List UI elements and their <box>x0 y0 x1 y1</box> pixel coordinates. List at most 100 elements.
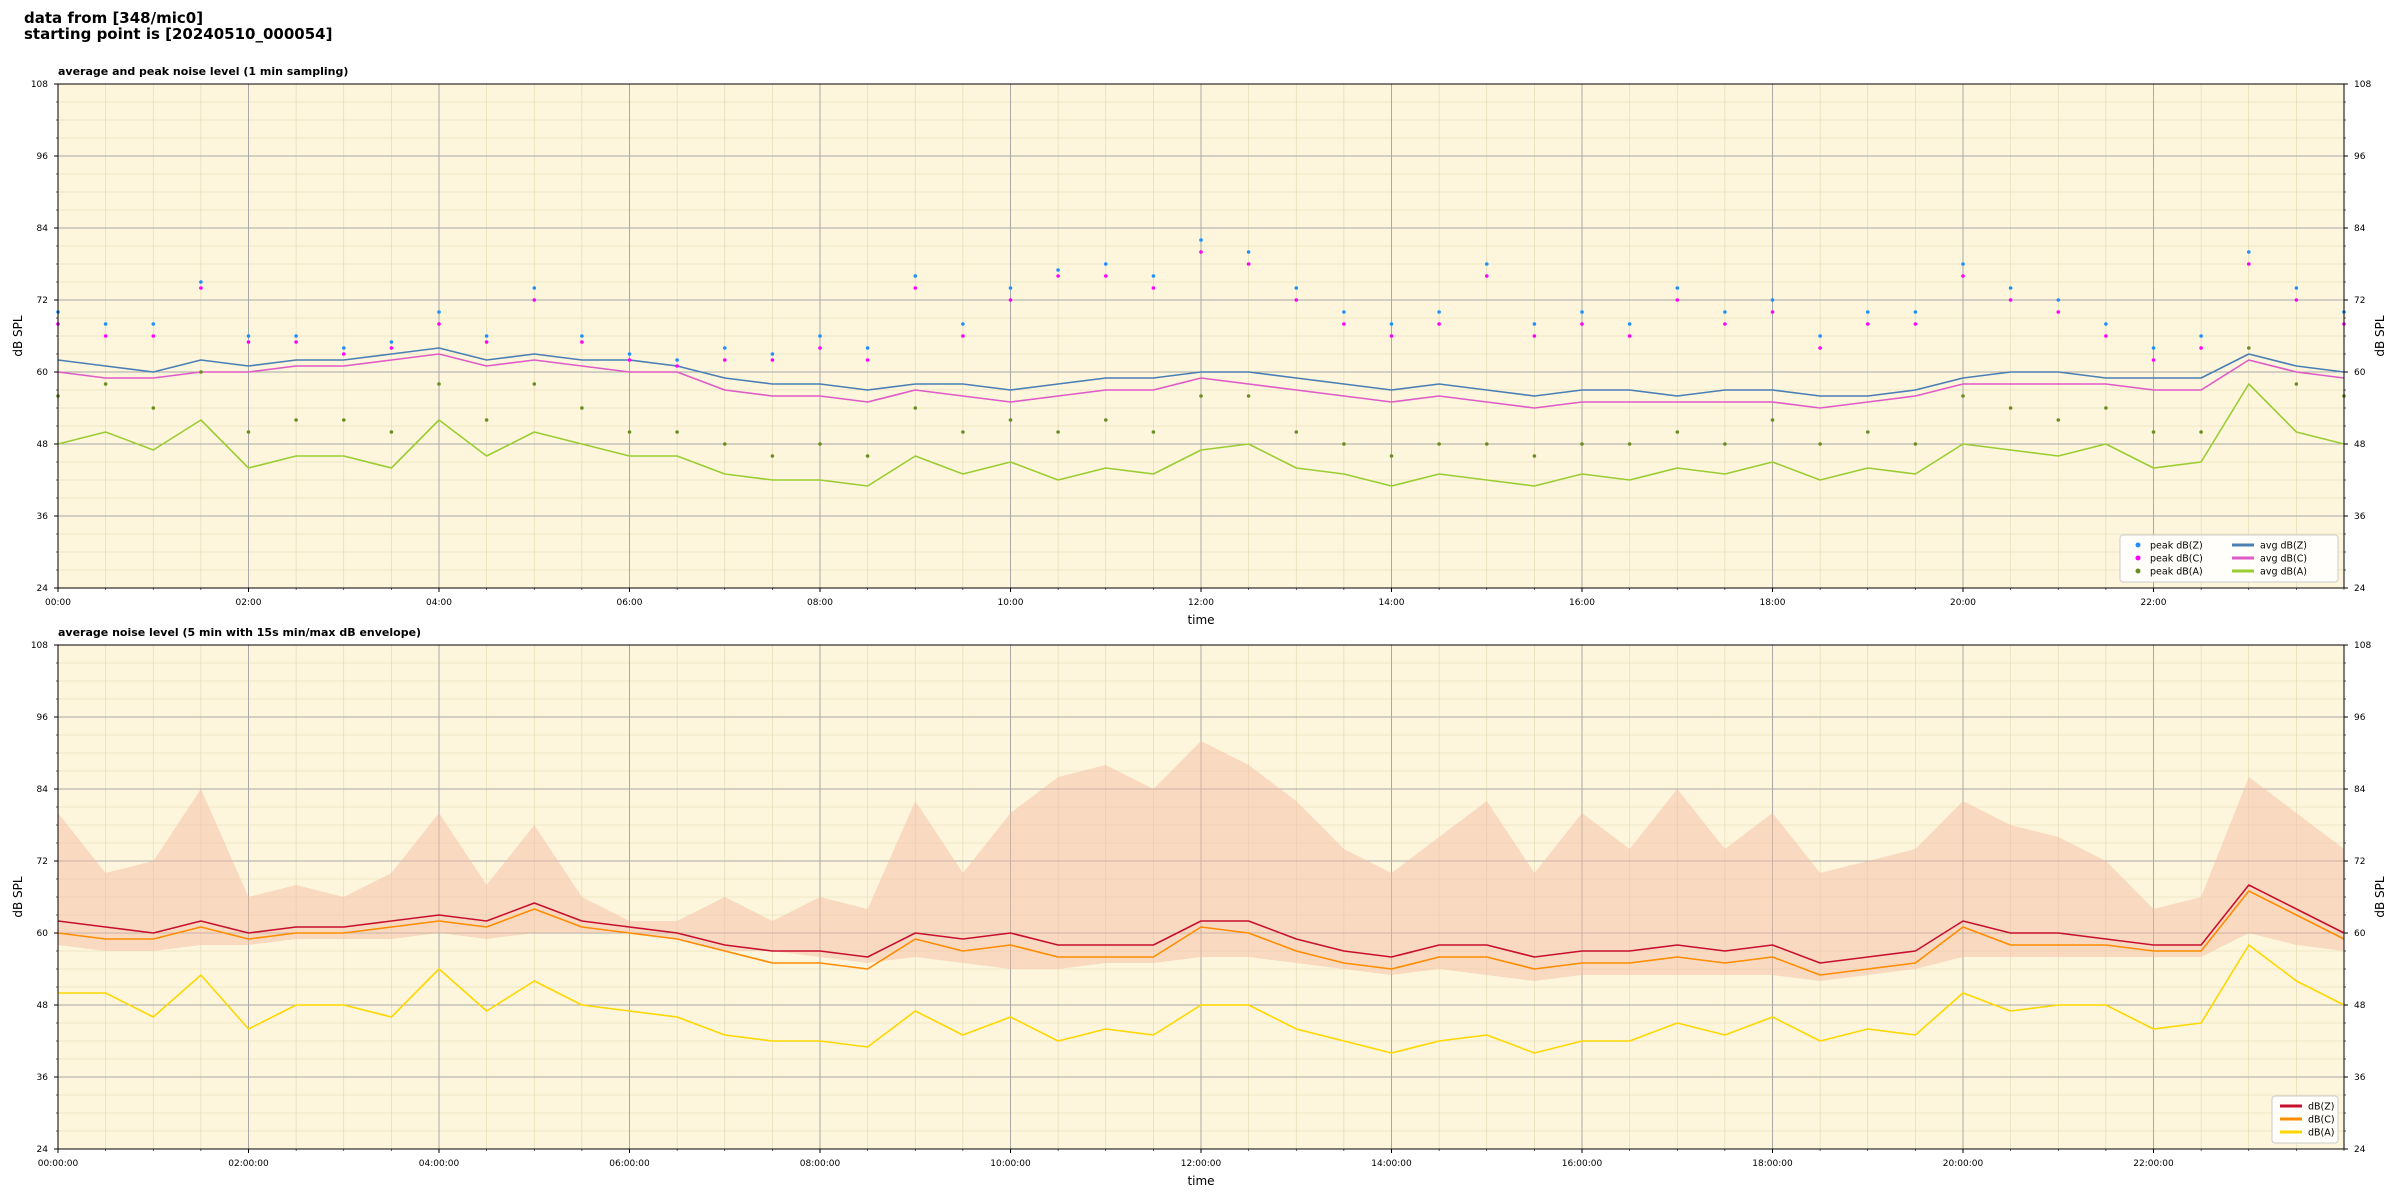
data-point <box>1485 262 1489 266</box>
data-point <box>2056 418 2061 422</box>
data-point <box>2294 382 2299 386</box>
data-point <box>1627 334 1632 338</box>
data-point <box>1866 430 1870 434</box>
y-tick-label-right: 84 <box>2354 224 2366 234</box>
data-point <box>1675 430 1680 434</box>
data-point <box>627 358 632 362</box>
data-point <box>1294 430 1299 434</box>
data-point <box>1770 298 1775 302</box>
data-point <box>1580 322 1584 326</box>
y-tick-label: 84 <box>37 224 49 234</box>
data-point <box>1151 286 1156 290</box>
series-line-3 <box>58 944 2345 1054</box>
data-point <box>2008 286 2013 290</box>
y-tick-label-right: 36 <box>2354 512 2366 522</box>
data-point <box>151 406 156 410</box>
data-point <box>1008 286 1013 290</box>
series-line-2 <box>57 890 2345 976</box>
y-tick-label-right: 48 <box>2354 440 2366 450</box>
x-tick-label: 12:00 <box>1188 598 1214 608</box>
chart-panel-1: 24 24 36 36 48 48 60 60 72 72 84 84 96 96 108 108 00:00 0… <box>11 65 2387 627</box>
y-tick-label: 36 <box>37 512 49 522</box>
data-point <box>1913 442 1918 446</box>
x-tick-label: 08:00 <box>807 598 833 608</box>
legend: dB(Z) dB(C) dB(A) <box>2271 1095 2339 1144</box>
data-point <box>151 334 156 338</box>
data-point <box>437 310 441 314</box>
x-tick-label: 10:00:00 <box>990 1159 1031 1169</box>
data-point <box>770 358 775 362</box>
data-point <box>1056 268 1060 272</box>
data-point <box>484 418 489 422</box>
data-point <box>1770 310 1775 314</box>
y-tick-label-right: 24 <box>2354 584 2366 594</box>
data-point <box>1342 322 1346 326</box>
data-point <box>2104 322 2108 326</box>
data-point <box>865 358 870 362</box>
x-axis-label: time <box>1187 1174 1214 1188</box>
data-point <box>1723 310 1727 314</box>
chart-title: average noise level (5 min with 15s min/… <box>58 626 421 639</box>
data-point <box>1866 310 1870 314</box>
x-tick-label: 06:00 <box>617 598 643 608</box>
data-point <box>1389 322 1394 326</box>
data-point <box>913 274 918 278</box>
data-point <box>961 430 965 434</box>
y-tick-label: 36 <box>37 1073 49 1083</box>
data-point <box>2151 430 2156 434</box>
y-tick-label-right: 72 <box>2354 296 2365 306</box>
data-point <box>1437 442 1441 446</box>
data-point <box>1961 394 1965 398</box>
data-point <box>1056 430 1060 434</box>
data-point <box>770 352 775 356</box>
data-point <box>1818 334 1822 338</box>
x-tick-label: 22:00 <box>2141 598 2167 608</box>
x-tick-label: 20:00 <box>1950 598 1976 608</box>
legend-label: dB(Z) <box>2308 1102 2334 1113</box>
y-tick-label: 60 <box>37 929 49 939</box>
data-point <box>437 322 441 326</box>
y-tick-label: 96 <box>37 713 49 723</box>
data-point <box>1485 442 1489 446</box>
y-tick-label-right: 36 <box>2354 1073 2366 1083</box>
data-point <box>2008 406 2013 410</box>
y-tick-label: 108 <box>31 641 48 651</box>
data-point <box>1342 310 1346 314</box>
data-point <box>1342 442 1346 446</box>
data-point <box>770 454 775 458</box>
data-point <box>2056 298 2061 302</box>
data-point <box>389 430 394 434</box>
data-point <box>199 280 203 284</box>
x-axis-label: time <box>1187 613 1214 627</box>
data-point <box>723 358 727 362</box>
y-axis-label-right: dB SPL <box>2373 315 2387 357</box>
legend-marker <box>2135 555 2141 561</box>
data-point <box>199 370 203 374</box>
data-point <box>484 340 489 344</box>
data-point <box>2056 310 2061 314</box>
series-line-3 <box>57 383 2345 487</box>
data-point <box>103 382 108 386</box>
data-point <box>2247 262 2251 266</box>
x-tick-label: 02:00 <box>236 598 262 608</box>
data-point <box>2294 286 2299 290</box>
series-line-1 <box>57 347 2345 397</box>
data-point <box>1913 310 1918 314</box>
legend-label: peak dB(Z) <box>2150 541 2203 552</box>
data-point <box>1104 418 1108 422</box>
data-point <box>1437 310 1441 314</box>
x-tick-label: 16:00:00 <box>1562 1159 1603 1169</box>
data-point <box>580 340 584 344</box>
data-point <box>532 286 537 290</box>
legend-label: dB(C) <box>2308 1115 2335 1126</box>
data-point <box>1675 298 1680 302</box>
data-point <box>151 322 156 326</box>
data-point <box>1532 454 1537 458</box>
x-tick-label: 18:00 <box>1760 598 1786 608</box>
x-tick-label: 14:00 <box>1379 598 1405 608</box>
x-tick-label: 20:00:00 <box>1943 1159 1984 1169</box>
data-point <box>627 352 632 356</box>
data-point <box>1294 298 1299 302</box>
data-point <box>2199 430 2203 434</box>
data-point <box>913 406 918 410</box>
